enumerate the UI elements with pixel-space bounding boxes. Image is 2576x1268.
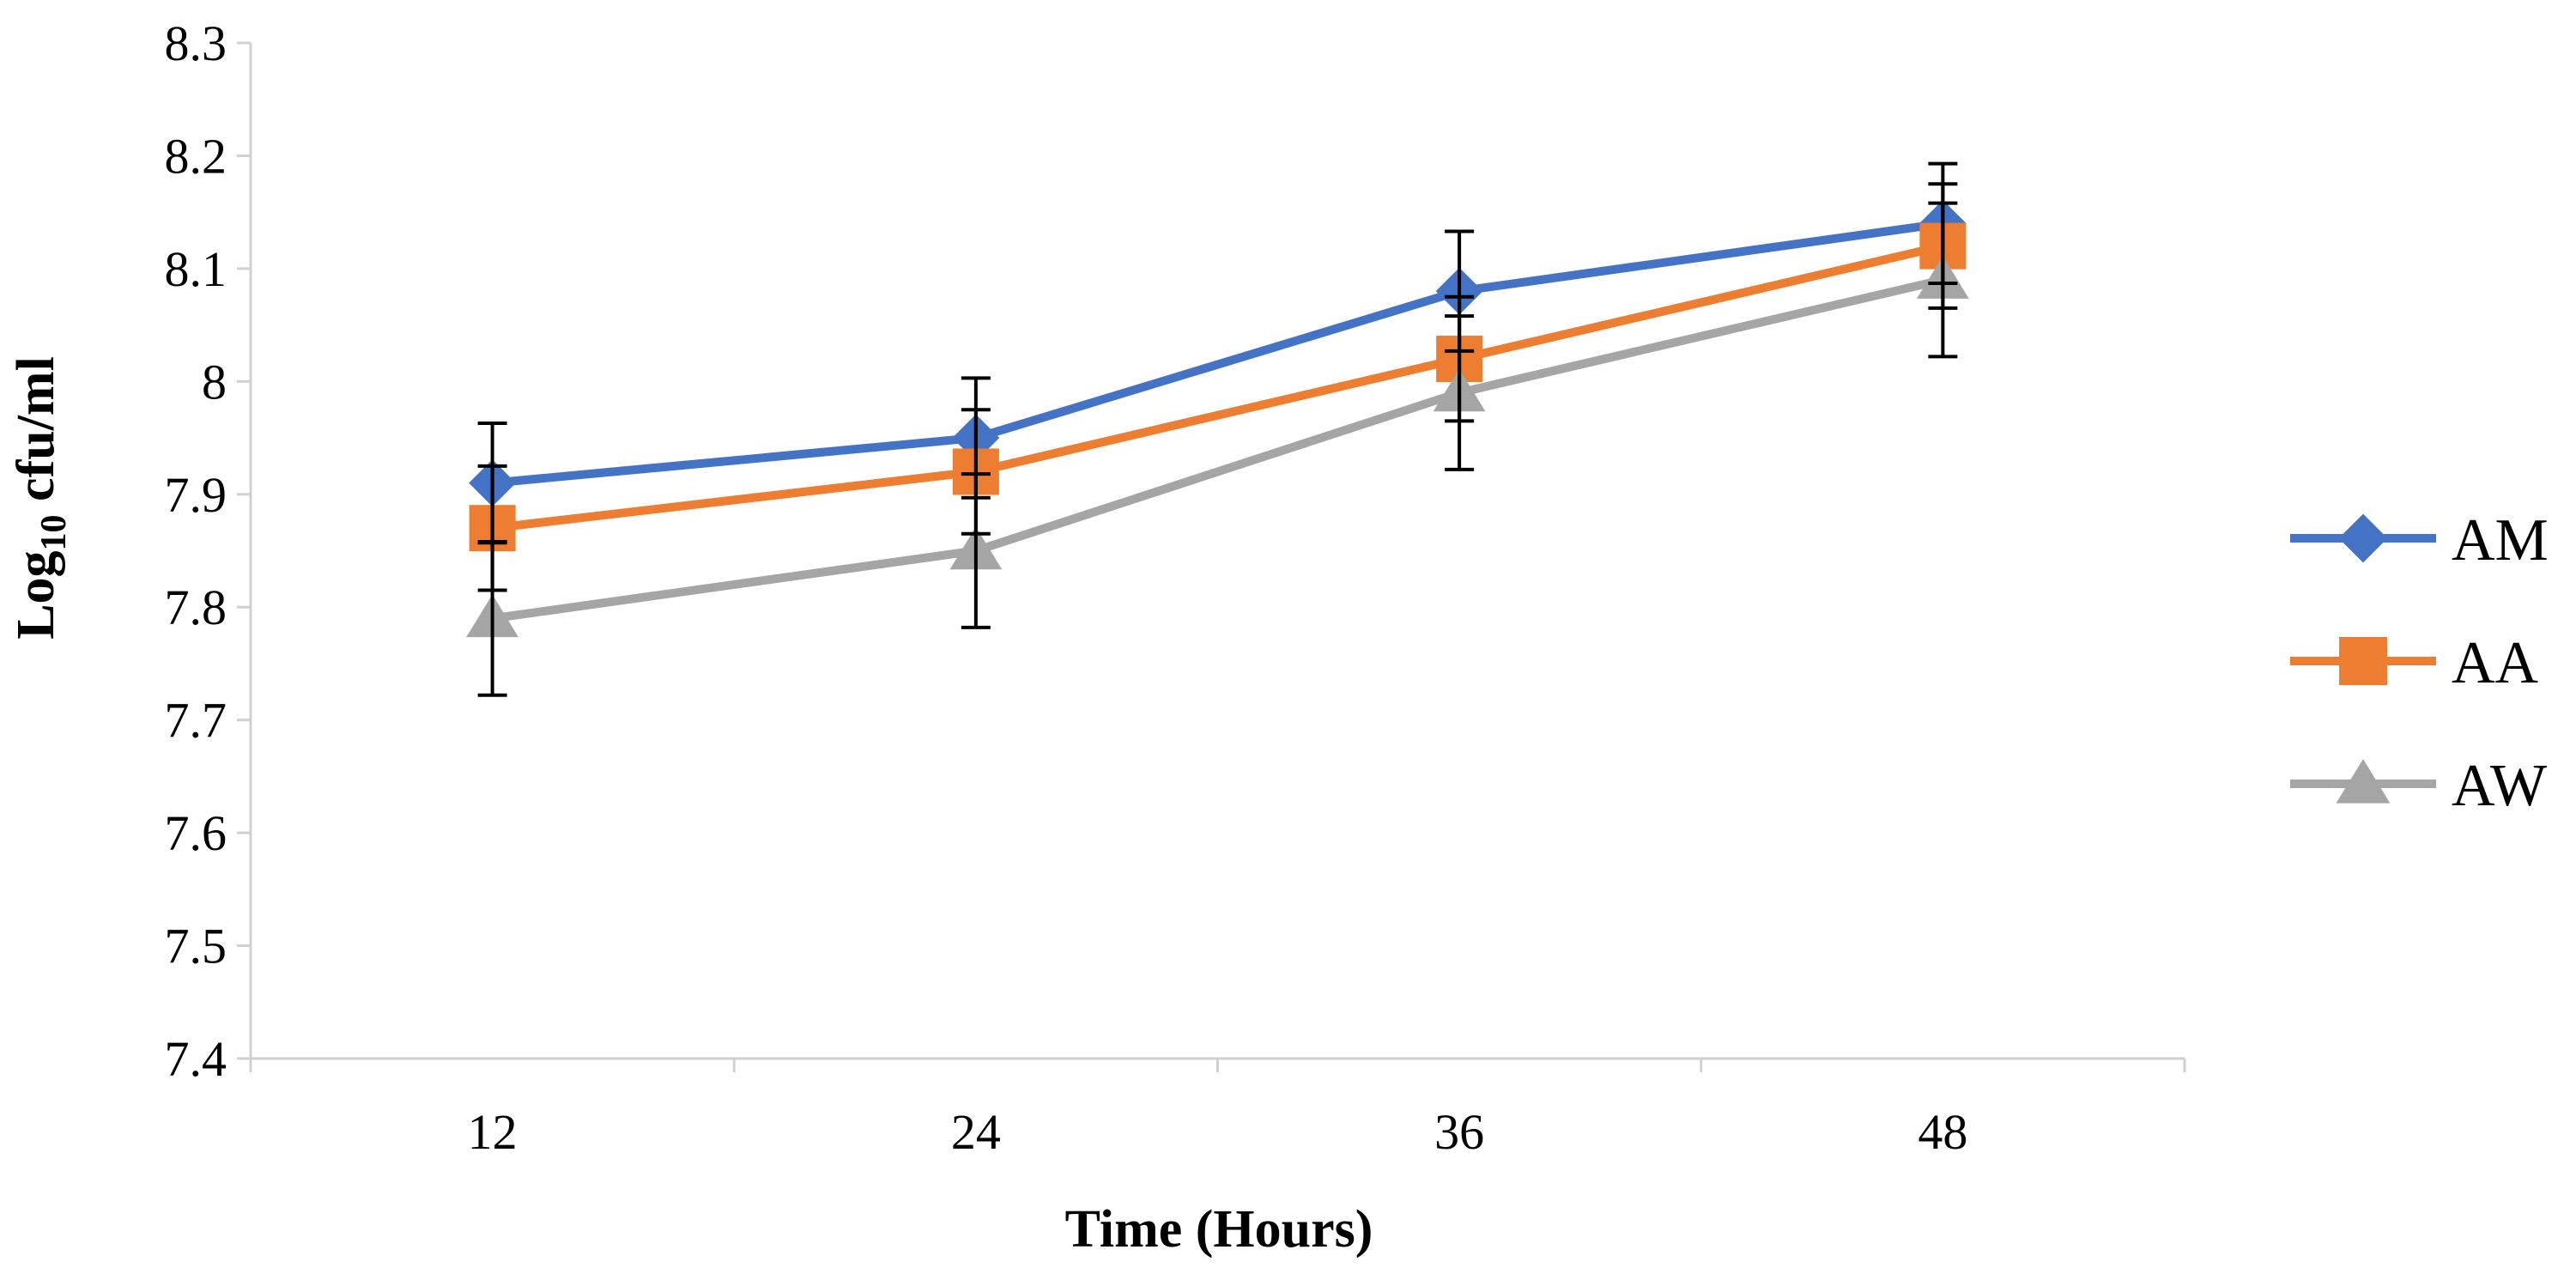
x-tick-label: 24 <box>951 1104 1001 1160</box>
y-axis-title-subscript: 10 <box>34 514 74 550</box>
x-tick-label: 36 <box>1434 1104 1484 1160</box>
y-axis-title-main: Log <box>7 550 65 639</box>
axes <box>249 43 2185 1060</box>
x-tick-label: 12 <box>468 1104 518 1160</box>
y-axis-title: Log10 cfu/ml <box>7 356 74 640</box>
x-axis-title: Time (Hours) <box>1065 1200 1373 1259</box>
series-lines <box>491 219 1944 623</box>
y-tick-label: 7.7 <box>165 693 227 749</box>
legend-item-aw: AW <box>2290 753 2547 819</box>
y-tick-label: 8.2 <box>165 128 227 184</box>
legend-marker <box>2336 759 2391 804</box>
y-axis-ticks: 7.4 7.5 7.6 7.7 7.8 7.9 8 8.1 8.2 8.3 <box>165 15 251 1087</box>
legend-label: AA <box>2452 630 2539 696</box>
y-tick-label: 8.3 <box>165 15 227 71</box>
legend-item-aa: AA <box>2290 630 2539 696</box>
legend: AM AA AW <box>2290 507 2549 819</box>
y-axis-title-rest: cfu/ml <box>7 356 65 514</box>
error-bar-aw <box>477 539 507 697</box>
error-bar-aw <box>961 472 991 629</box>
error-bars <box>477 161 1958 697</box>
legend-item-am: AM <box>2290 507 2549 573</box>
y-tick-label: 7.9 <box>165 467 227 523</box>
error-bar-aw <box>1928 201 1958 359</box>
y-tick-label: 7.5 <box>165 919 227 974</box>
series-line-am <box>492 219 1944 488</box>
y-tick-label: 8.1 <box>165 241 227 297</box>
series-line-aw <box>491 276 1944 623</box>
legend-marker <box>2338 513 2388 563</box>
y-tick-label: 8 <box>202 354 227 410</box>
x-tick-label: 48 <box>1918 1104 1967 1160</box>
y-tick-label: 7.6 <box>165 805 227 861</box>
legend-label: AM <box>2452 507 2549 573</box>
x-axis-ticks: 12 24 36 48 <box>249 1059 2186 1160</box>
legend-marker <box>2339 637 2387 685</box>
y-tick-label: 7.4 <box>165 1031 227 1087</box>
series-line-aa <box>492 241 1944 533</box>
legend-label: AW <box>2452 753 2547 819</box>
error-bar-aw <box>1445 314 1475 471</box>
y-tick-label: 7.8 <box>165 579 227 635</box>
